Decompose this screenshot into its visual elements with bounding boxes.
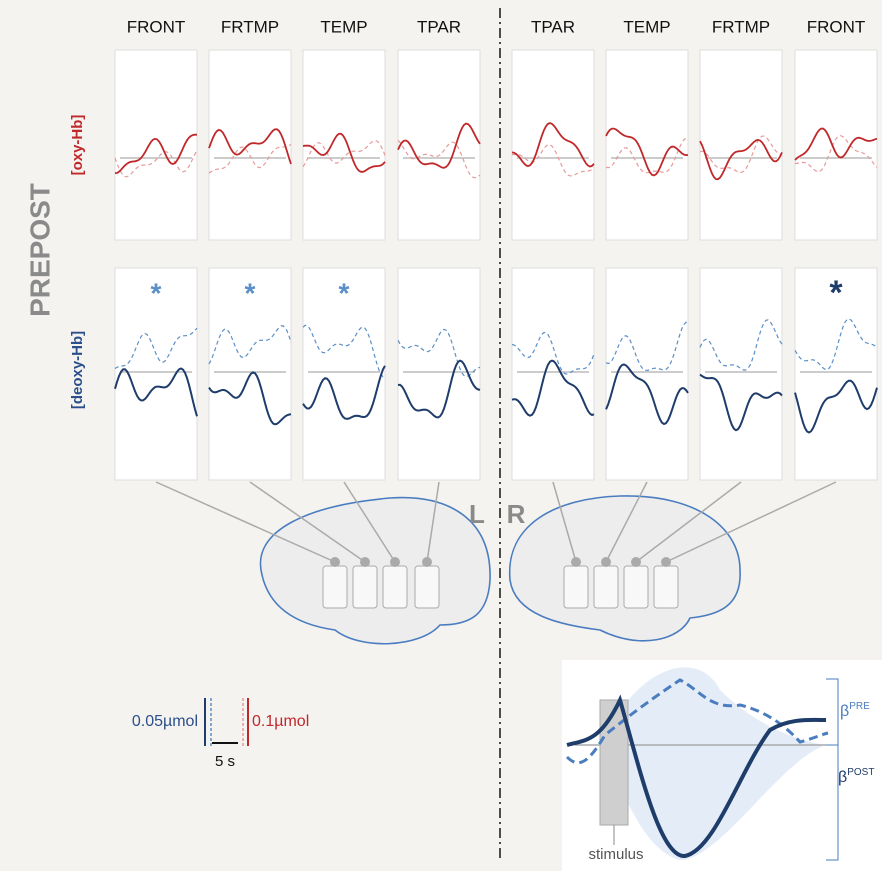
optode bbox=[661, 557, 671, 567]
stimulus-label: stimulus bbox=[588, 846, 643, 863]
significance-mark: * bbox=[829, 274, 843, 312]
electrode bbox=[654, 566, 678, 608]
panel bbox=[606, 268, 688, 480]
electrode bbox=[323, 566, 347, 608]
column-label: TPAR bbox=[531, 17, 575, 36]
figure: PREPOST [oxy-Hb] [deoxy-Hb] L R 0.05µmol… bbox=[0, 0, 882, 871]
hemisphere-label: L bbox=[469, 499, 485, 529]
scale-label: 0.05µmol bbox=[132, 713, 198, 730]
panel bbox=[700, 268, 782, 480]
time-label: 5 s bbox=[215, 753, 235, 770]
optode bbox=[631, 557, 641, 567]
column-label: FRONT bbox=[807, 17, 866, 36]
significance-mark: * bbox=[245, 277, 256, 308]
significance-mark: * bbox=[339, 277, 350, 308]
optode bbox=[360, 557, 370, 567]
optode bbox=[330, 557, 340, 567]
row-label: [oxy-Hb] bbox=[69, 115, 86, 176]
optode bbox=[571, 557, 581, 567]
electrode bbox=[383, 566, 407, 608]
panel bbox=[512, 268, 594, 480]
row-label: [deoxy-Hb] bbox=[69, 331, 86, 409]
electrode bbox=[564, 566, 588, 608]
electrode bbox=[415, 566, 439, 608]
optode bbox=[422, 557, 432, 567]
optode bbox=[390, 557, 400, 567]
column-label: TEMP bbox=[623, 17, 670, 36]
inset: stimulus βPRE βPOST bbox=[562, 660, 882, 871]
panel bbox=[209, 50, 291, 240]
optode bbox=[601, 557, 611, 567]
electrode bbox=[353, 566, 377, 608]
significance-mark: * bbox=[151, 277, 162, 308]
panel bbox=[303, 50, 385, 240]
scale-label: 0.1µmol bbox=[252, 713, 309, 730]
hemisphere-label: R bbox=[507, 499, 526, 529]
column-label: TEMP bbox=[320, 17, 367, 36]
column-label: FRONT bbox=[127, 17, 186, 36]
row-group-label: PREPOST bbox=[24, 183, 55, 317]
column-label: TPAR bbox=[417, 17, 461, 36]
electrode bbox=[624, 566, 648, 608]
panel bbox=[606, 50, 688, 240]
panel bbox=[700, 50, 782, 240]
column-label: FRTMP bbox=[221, 17, 279, 36]
panel bbox=[795, 50, 877, 240]
column-label: FRTMP bbox=[712, 17, 770, 36]
electrode bbox=[594, 566, 618, 608]
panel bbox=[512, 50, 594, 240]
